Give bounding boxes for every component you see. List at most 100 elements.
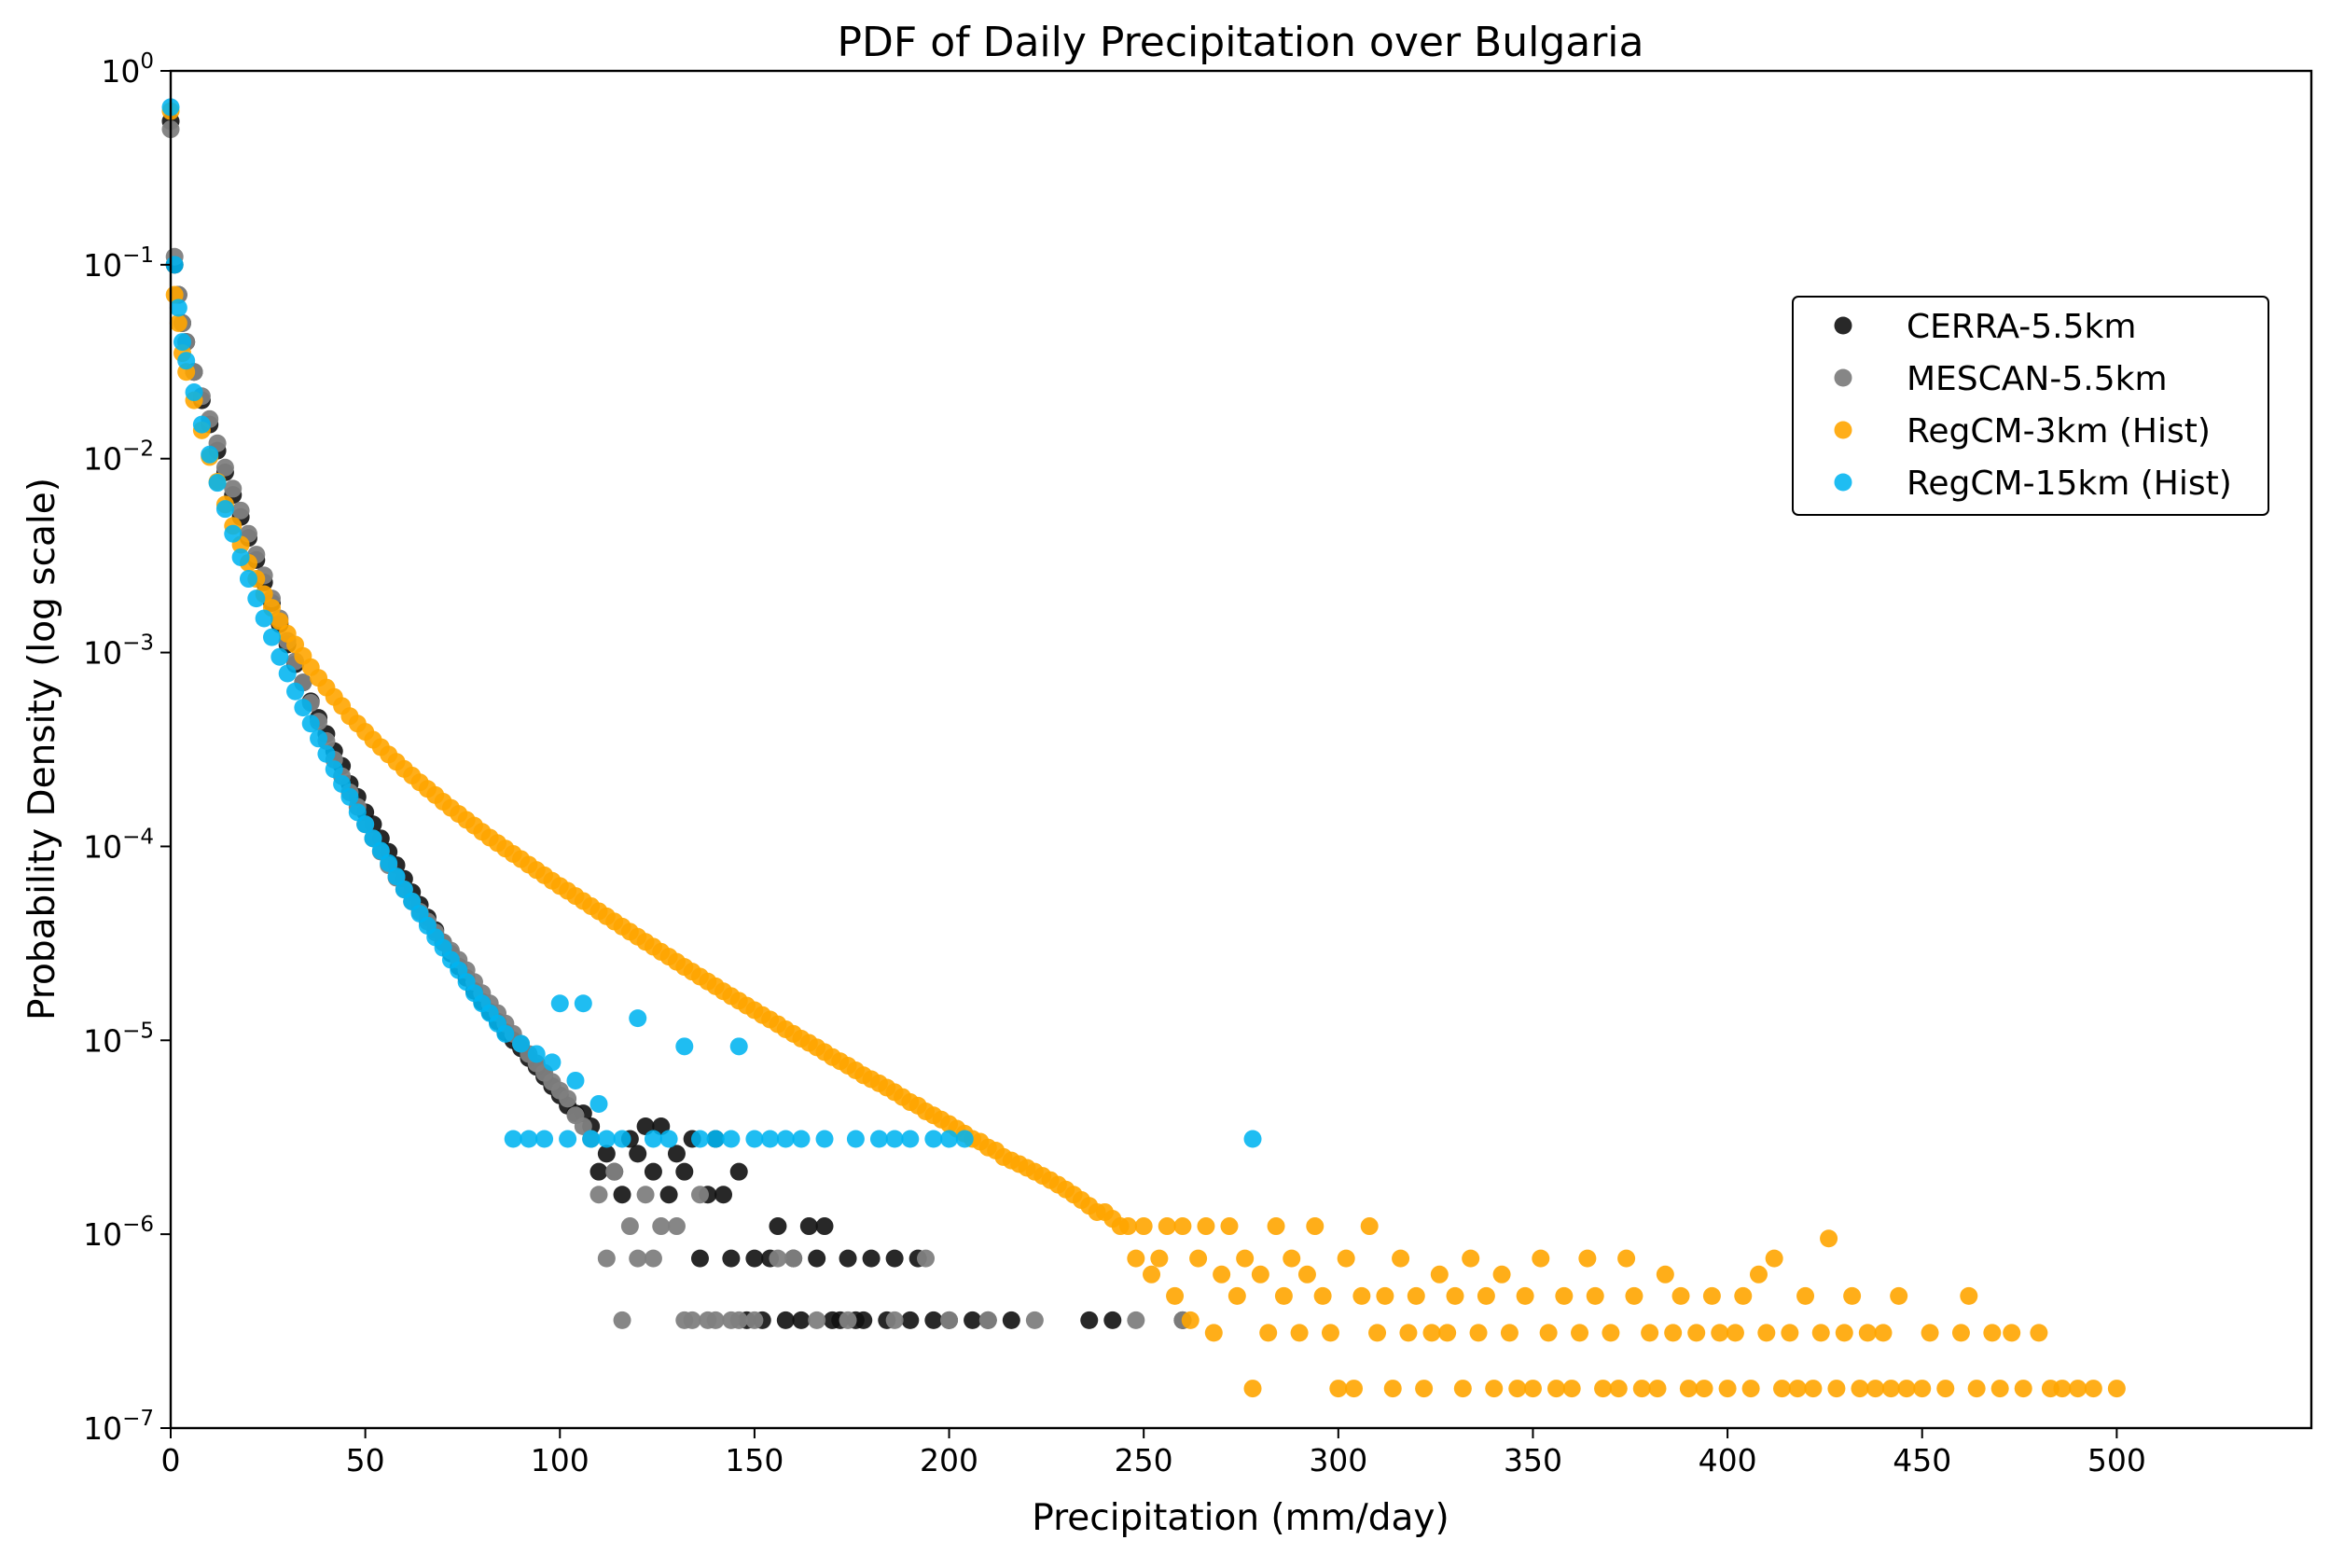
data-point [846, 1130, 865, 1148]
data-point [255, 609, 273, 628]
data-point [1337, 1249, 1355, 1268]
data-point [1602, 1324, 1620, 1342]
data-point [978, 1311, 997, 1329]
data-point [1392, 1249, 1410, 1268]
data-point [310, 729, 328, 748]
data-point [169, 298, 187, 317]
data-point [1080, 1311, 1099, 1329]
data-point [1749, 1265, 1768, 1284]
y-tick-exponent: −1 [122, 243, 154, 268]
data-point [520, 1130, 538, 1148]
data-point [1158, 1217, 1176, 1236]
data-point [589, 1094, 608, 1113]
data-point [582, 1130, 601, 1148]
x-tick-label: 350 [1504, 1442, 1562, 1478]
y-tick-label: 10−5 [83, 1019, 154, 1059]
data-point [1874, 1324, 1893, 1342]
y-tick-label: 100 [101, 49, 154, 90]
data-point [1858, 1324, 1877, 1342]
data-point [854, 1311, 873, 1329]
data-point [1532, 1249, 1550, 1268]
data-point [239, 570, 257, 589]
data-point [1143, 1265, 1161, 1284]
data-point [667, 1145, 686, 1163]
y-tick-exponent: −6 [122, 1213, 154, 1237]
plot-frame [169, 69, 2313, 1430]
data-point [924, 1311, 943, 1329]
x-tick-label: 200 [920, 1442, 978, 1478]
data-point [1297, 1265, 1316, 1284]
data-point [745, 1311, 764, 1329]
data-point [776, 1130, 795, 1148]
data-point [644, 1249, 662, 1268]
data-point [1679, 1380, 1698, 1398]
x-axis: 0 50 100 150 200 250 300 350 400 450 500 [161, 1428, 2146, 1478]
data-point [1469, 1324, 1488, 1342]
data-point [512, 1034, 531, 1053]
data-point [1306, 1217, 1324, 1236]
data-point [1641, 1324, 1659, 1342]
data-point [340, 787, 359, 806]
data-point [192, 415, 211, 434]
data-point [629, 1009, 647, 1028]
data-point [1648, 1380, 1667, 1398]
data-point [1594, 1380, 1613, 1398]
data-point [706, 1130, 725, 1148]
data-point [1438, 1324, 1457, 1342]
data-point [262, 628, 281, 646]
data-point [301, 715, 320, 733]
x-axis-label: Precipitation (mm/day) [1032, 1497, 1449, 1539]
data-point [1539, 1324, 1558, 1342]
data-point [1656, 1265, 1674, 1284]
data-point [659, 1130, 678, 1148]
y-tick-label: 10−3 [83, 631, 154, 672]
data-point [1990, 1380, 2009, 1398]
data-point [761, 1130, 780, 1148]
data-point [885, 1249, 904, 1268]
data-point [901, 1311, 920, 1329]
data-point [1835, 1324, 1853, 1342]
y-tick-label: 10−4 [83, 825, 154, 865]
data-point [629, 1145, 647, 1163]
data-point [1718, 1380, 1737, 1398]
series-2 [161, 102, 2126, 1398]
data-point [1726, 1324, 1744, 1342]
data-point [839, 1249, 857, 1268]
data-point [799, 1217, 818, 1236]
x-tick-label: 450 [1893, 1442, 1951, 1478]
data-point [808, 1249, 826, 1268]
data-point [169, 313, 187, 332]
data-point [1921, 1324, 1939, 1342]
data-point [566, 1071, 585, 1089]
data-point [1407, 1286, 1425, 1305]
data-point [784, 1249, 803, 1268]
data-point [1811, 1324, 1830, 1342]
data-point [1546, 1380, 1565, 1398]
data-point [1321, 1324, 1339, 1342]
data-point [652, 1217, 671, 1236]
x-tick-label: 250 [1115, 1442, 1173, 1478]
y-tick-base: 10 [83, 635, 122, 672]
data-point [1227, 1286, 1246, 1305]
data-point [940, 1311, 959, 1329]
data-point [792, 1130, 811, 1148]
data-point [605, 1162, 624, 1181]
data-point [1562, 1380, 1581, 1398]
data-point [1788, 1380, 1807, 1398]
data-point [1555, 1286, 1574, 1305]
legend-label: RegCM-3km (Hist) [1907, 412, 2211, 451]
legend-label: RegCM-15km (Hist) [1907, 465, 2232, 503]
data-point [1617, 1249, 1636, 1268]
data-point [1571, 1324, 1589, 1342]
data-point [1508, 1380, 1527, 1398]
data-point [839, 1311, 857, 1329]
y-tick-exponent: −4 [122, 825, 154, 849]
legend-marker [1834, 421, 1852, 439]
data-point [769, 1249, 787, 1268]
data-point [2107, 1380, 2126, 1398]
y-tick-base: 10 [83, 441, 122, 478]
data-point [1936, 1380, 1955, 1398]
data-point [613, 1311, 631, 1329]
data-point [270, 647, 289, 666]
series-3 [161, 98, 1262, 1148]
